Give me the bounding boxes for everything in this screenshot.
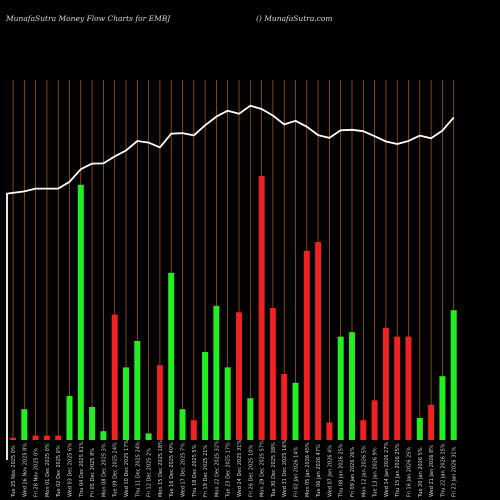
x-tick-label: Wed 07 Jan 2026 4% (327, 445, 333, 497)
x-tick-label: Wed 31 Dec 2025 16% (282, 440, 288, 497)
money-flow-bar-up (247, 398, 254, 440)
money-flow-bar-down (303, 250, 310, 440)
money-flow-bar-up (168, 272, 175, 440)
money-flow-bar-down (156, 365, 163, 440)
x-tick-label: Wed 10 Dec 2025 17% (124, 440, 130, 497)
x-tick-label: Thu 08 Jan 2026 25% (339, 443, 345, 498)
money-flow-bar-down (405, 336, 412, 440)
x-tick-label: Mon 08 Dec 2025 3% (101, 443, 107, 497)
x-tick-label: Thu 22 Jan 2026 15% (440, 443, 446, 498)
money-flow-bar-up (77, 184, 84, 440)
money-flow-bar-down (10, 437, 16, 440)
money-flow-bar-up (179, 409, 186, 440)
price-line (6, 104, 455, 460)
money-flow-bar-up (134, 341, 141, 440)
money-flow-bar-down (326, 422, 333, 440)
x-tick-label: Tue 13 Jan 2026 9% (373, 447, 379, 498)
x-tick-label: Mon 15 Dec 2025 18% (158, 440, 164, 497)
x-tick-label: Tue 25 Nov 2025 0% (11, 445, 17, 498)
money-flow-bar-down (32, 435, 39, 440)
money-flow-bar-down (360, 420, 367, 440)
x-tick-label: Fri 19 Dec 2025 21% (203, 445, 209, 497)
x-tick-label: Tue 09 Dec 2025 24% (113, 442, 119, 498)
money-flow-bar-down (394, 336, 401, 440)
x-tick-label: Mon 29 Dec 2025 57% (260, 440, 266, 497)
money-flow-bar-down (281, 374, 288, 440)
money-flow-bar-up (349, 332, 355, 440)
money-flow-bar-up (21, 409, 28, 440)
x-tick-label: Mon 01 Dec 2025 0% (45, 443, 51, 497)
money-flow-bar-up (145, 433, 152, 440)
x-tick-label: Wed 24 Dec 2025 31% (237, 440, 243, 497)
money-flow-bar-up (202, 352, 209, 440)
x-tick-label: Mon 12 Jan 2026 5% (361, 445, 367, 497)
money-flow-bar-down (269, 308, 276, 440)
x-tick-label: Tue 30 Dec 2025 38% (271, 442, 277, 498)
x-tick-label: Tue 16 Dec 2025 40% (169, 442, 175, 498)
money-flow-bar-up (450, 310, 457, 440)
money-flow-bar-down (190, 420, 197, 440)
money-flow-bar-down (55, 435, 62, 440)
x-tick-label: Thu 04 Dec 2025 61% (79, 441, 85, 498)
x-tick-label: Tue 02 Dec 2025 0% (56, 445, 62, 498)
money-flow-bar-down (428, 404, 435, 440)
x-tick-label: Wed 17 Dec 2025 7% (181, 443, 187, 497)
x-tick-label: Wed 14 Jan 2026 27% (384, 442, 390, 497)
x-tick-label: Fri 26 Dec 2025 10% (248, 445, 254, 497)
money-flow-bar-down (315, 242, 322, 440)
money-flow-bar-up (337, 336, 344, 440)
x-tick-label: Tue 06 Jan 2026 47% (316, 444, 322, 498)
x-tick-label: Mon 22 Dec 2025 32% (214, 440, 220, 497)
money-flow-bar-up (89, 407, 96, 440)
money-flow-bar-up (439, 376, 446, 440)
money-flow-bar-up (100, 431, 107, 440)
money-flow-bar-down (43, 435, 50, 440)
x-tick-label: Thu 15 Jan 2026 25% (395, 443, 401, 498)
chart-title: MunafaSutra Money Flow Charts for EMBJ (6, 14, 171, 23)
money-flow-bar-up (224, 367, 231, 440)
money-flow-bar-down (236, 312, 242, 440)
x-tick-label: Fri 05 Dec 2025 8% (90, 448, 96, 497)
x-tick-label: Wed 26 Nov 2025 8% (22, 443, 28, 497)
x-tick-label: Fri 02 Jan 2026 14% (294, 447, 300, 497)
x-tick-label: Fri 23 Jan 2026 31% (452, 447, 458, 497)
x-tick-label: Fri 12 Dec 2025 2% (147, 448, 153, 497)
x-tick-label: Fri 28 Nov 2025 0% (34, 448, 40, 497)
money-flow-bar-down (371, 400, 378, 440)
x-tick-label: Thu 11 Dec 2025 24% (135, 441, 141, 498)
x-tick-label: Fri 09 Jan 2026 26% (350, 447, 356, 497)
x-tick-label: Mon 05 Jan 2026 45% (305, 442, 311, 497)
money-flow-bar-down (258, 176, 265, 440)
money-flow-bar-up (123, 367, 129, 440)
x-tick-label: Fri 16 Jan 2026 25% (407, 447, 413, 497)
money-flow-bar-up (416, 418, 423, 440)
x-tick-label: Tue 20 Jan 2026 5% (418, 447, 424, 498)
money-flow-bar-down (111, 314, 118, 440)
money-flow-bar-up (292, 382, 299, 440)
money-flow-bar-down (382, 327, 389, 440)
money-flow-bar-up (66, 396, 73, 440)
x-tick-label: Wed 03 Dec 2025 6% (68, 443, 74, 497)
money-flow-bar-up (213, 305, 220, 440)
x-tick-label: Thu 18 Dec 2025 5% (192, 444, 198, 498)
x-tick-label: Wed 21 Jan 2026 8% (429, 445, 435, 497)
x-tick-label: Tue 23 Dec 2025 17% (226, 442, 232, 498)
site-credit: () MunafaSutra.com (256, 14, 333, 23)
